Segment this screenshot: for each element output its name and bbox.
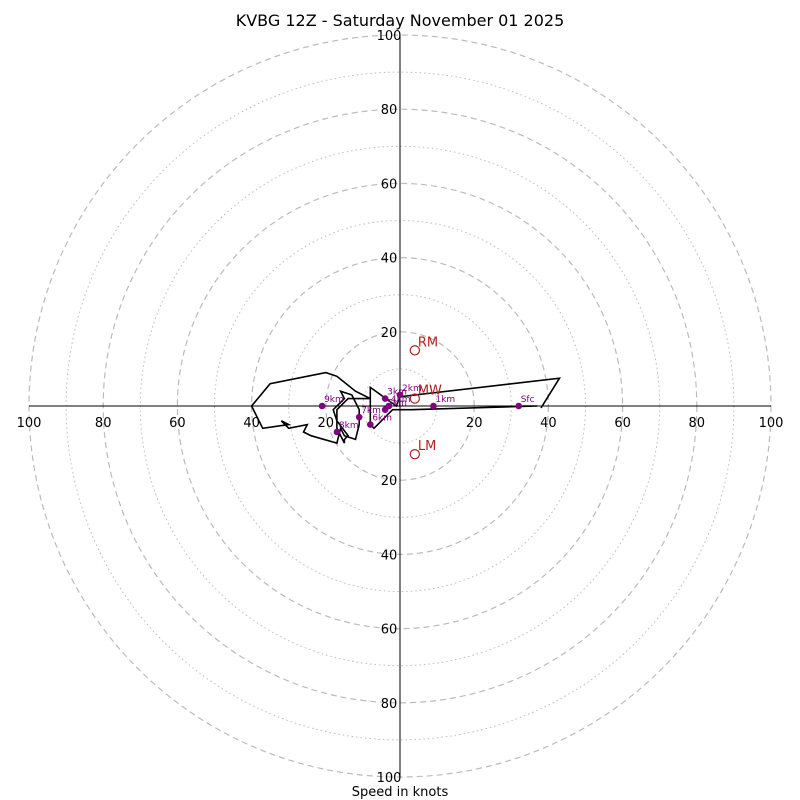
x-tick-label: 20	[318, 416, 335, 431]
axes	[29, 35, 771, 777]
height-marker-label: Sfc	[521, 395, 535, 405]
x-tick-label: 40	[243, 416, 260, 431]
height-marker-dot	[430, 402, 437, 410]
x-tick-label: 20	[466, 416, 483, 431]
height-marker-label: 2km	[402, 384, 422, 394]
x-axis-label: Speed in knots	[352, 785, 449, 800]
height-marker-label: 8km	[339, 421, 359, 431]
height-marker-dot	[333, 428, 341, 436]
height-marker-label: 7km	[361, 406, 381, 416]
storm-motion-label: LM	[418, 439, 436, 454]
height-marker-label: 5km	[387, 399, 407, 409]
height-marker-dot	[381, 406, 389, 414]
y-tick-label: 60	[381, 177, 398, 192]
height-marker-label: 9km	[324, 395, 344, 405]
y-tick-label: 80	[381, 103, 398, 118]
y-tick-label: 80	[381, 697, 398, 712]
x-tick-label: 80	[95, 416, 112, 431]
y-tick-label: 20	[381, 326, 398, 341]
wind-trace	[250, 371, 562, 445]
height-marker-label: 4km	[391, 395, 411, 405]
storm-motion-marker	[409, 393, 421, 404]
storm-motion-markers: RM MW LM	[409, 335, 442, 460]
height-marker-dot	[355, 413, 363, 421]
y-tick-label: 100	[377, 771, 402, 786]
tick-labels: 20 20 20 20 40 40 40 40 60 60 60 60 80 80 80 80 100 100 10…	[17, 29, 784, 786]
height-marker-label: 3km	[387, 388, 407, 398]
x-tick-label: 60	[169, 416, 186, 431]
storm-motion-label: MW	[418, 384, 442, 399]
height-marker-dot	[381, 395, 389, 402]
height-marker-label: 6km	[372, 414, 392, 424]
y-tick-label: 40	[381, 548, 398, 563]
height-marker-dot	[367, 421, 374, 428]
height-marker-dot	[515, 402, 523, 410]
y-tick-label: 100	[377, 29, 402, 44]
y-tick-label: 40	[381, 252, 398, 267]
height-marker-label: 1km	[435, 395, 455, 405]
x-tick-label: 60	[614, 416, 631, 431]
height-marker-dot	[396, 391, 404, 399]
height-marker-dot	[318, 402, 326, 410]
x-tick-label: 100	[759, 416, 784, 431]
storm-motion-marker	[409, 449, 421, 460]
storm-motion-marker	[409, 345, 421, 356]
chart-title: KVBG 12Z - Saturday November 01 2025	[236, 11, 565, 30]
y-tick-label: 20	[381, 474, 398, 489]
wind-trace-line	[250, 371, 562, 445]
y-tick-label: 60	[381, 623, 398, 638]
storm-motion-label: RM	[418, 335, 438, 350]
x-tick-label: 40	[540, 416, 557, 431]
x-tick-label: 80	[689, 416, 706, 431]
x-tick-label: 100	[17, 416, 42, 431]
